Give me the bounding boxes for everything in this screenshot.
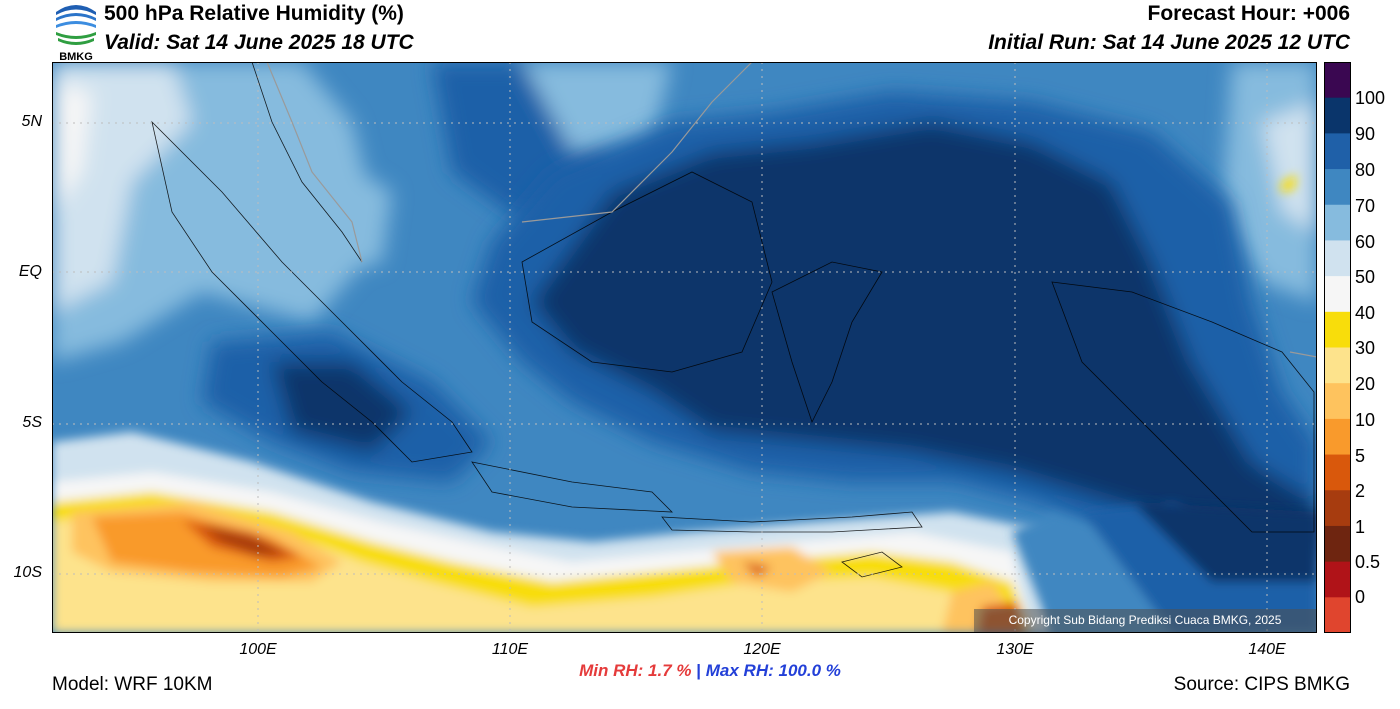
lon-label-130e: 130E <box>996 641 1034 658</box>
colorbar-segment <box>1324 347 1351 384</box>
bmkg-logo-icon <box>56 5 96 45</box>
stats-separator: | <box>696 661 702 680</box>
rh-stats: Min RH: 1.7 % | Max RH: 100.0 % <box>0 661 1400 681</box>
colorbar-segment <box>1324 276 1351 313</box>
min-rh-value: 1.7 % <box>648 661 692 680</box>
colorbar-segment <box>1324 418 1351 456</box>
colorbar-segment <box>1324 490 1351 527</box>
colorbar-segment <box>1324 383 1351 420</box>
bmkg-logo: BMKG <box>56 5 96 62</box>
lon-label-140e: 140E <box>1248 641 1286 658</box>
model-label: Model: WRF 10KM <box>52 674 213 695</box>
colorbar-label-40: 40 <box>1355 303 1376 323</box>
colorbar-label-80: 80 <box>1355 160 1376 180</box>
lat-label-5s: 5S <box>22 414 42 431</box>
lat-label-5n: 5N <box>21 113 42 130</box>
lat-label-eq: EQ <box>18 263 42 280</box>
colorbar-segment <box>1324 204 1351 241</box>
copyright-notice: Copyright Sub Bidang Prediksi Cuaca BMKG… <box>974 609 1316 632</box>
colorbar-label-0-5: 0.5 <box>1355 552 1381 572</box>
colorbar-border <box>1324 62 1351 633</box>
max-rh-label: Max RH: <box>705 661 774 680</box>
colorbar <box>1324 62 1351 633</box>
colorbar-segment <box>1324 169 1351 206</box>
lat-label-10s: 10S <box>13 564 42 581</box>
colorbar-label-100: 100 <box>1355 88 1386 108</box>
initial-run: Initial Run: Sat 14 June 2025 12 UTC <box>988 31 1350 54</box>
colorbar-label-90: 90 <box>1355 124 1376 144</box>
colorbar-label-60: 60 <box>1355 232 1376 252</box>
colorbar-label-20: 20 <box>1355 374 1376 394</box>
colorbar-segment <box>1324 97 1351 134</box>
colorbar-label-1: 1 <box>1355 517 1366 537</box>
colorbar-segment <box>1324 525 1351 563</box>
colorbar-label-0: 0 <box>1355 587 1366 607</box>
forecast-hour: Forecast Hour: +006 <box>1147 2 1351 25</box>
colorbar-label-5: 5 <box>1355 446 1366 466</box>
colorbar-segment <box>1324 133 1351 170</box>
colorbar-segment <box>1324 240 1351 277</box>
colorbar-label-2: 2 <box>1355 481 1366 501</box>
colorbar-segment <box>1324 62 1351 99</box>
colorbar-segment <box>1324 597 1351 633</box>
colorbar-label-50: 50 <box>1355 267 1376 287</box>
lon-label-100e: 100E <box>239 641 277 658</box>
humidity-map <box>52 62 1317 633</box>
map-title: 500 hPa Relative Humidity (%) <box>104 2 404 25</box>
colorbar-segment <box>1324 311 1351 348</box>
colorbar-segment <box>1324 454 1351 491</box>
lon-label-110e: 110E <box>491 641 529 658</box>
source-label: Source: CIPS BMKG <box>1173 674 1350 695</box>
colorbar-label-70: 70 <box>1355 196 1376 216</box>
colorbar-label-30: 30 <box>1355 338 1376 358</box>
lon-label-120e: 120E <box>743 641 781 658</box>
logo-text: BMKG <box>59 51 93 62</box>
max-rh-value: 100.0 % <box>778 661 841 680</box>
colorbar-label-10: 10 <box>1355 410 1376 430</box>
valid-time: Valid: Sat 14 June 2025 18 UTC <box>104 31 414 54</box>
min-rh-label: Min RH: <box>579 661 644 680</box>
colorbar-segment <box>1324 561 1351 598</box>
